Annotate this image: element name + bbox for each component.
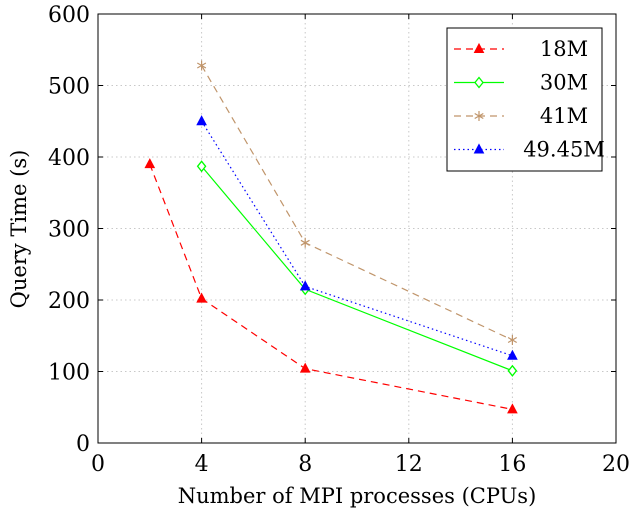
series-line	[201, 165, 513, 372]
series-49.45M	[196, 115, 518, 360]
data-point	[196, 160, 207, 173]
series-18M	[144, 158, 518, 414]
x-tick-label: 0	[91, 452, 105, 477]
legend-label: 41M	[540, 104, 588, 128]
legend: 18M 30M 41M 49.45M	[446, 27, 605, 172]
y-tick-label: 100	[48, 361, 90, 386]
data-point	[473, 143, 485, 154]
data-point	[196, 115, 207, 126]
x-tick-label: 8	[298, 452, 312, 477]
data-point	[507, 364, 518, 377]
series-layer	[144, 60, 518, 414]
legend-label: 18M	[540, 37, 588, 61]
data-point	[507, 335, 518, 346]
legend-box	[446, 27, 603, 172]
data-point	[473, 42, 485, 53]
x-tick-label: 12	[395, 452, 423, 477]
data-point	[196, 60, 207, 71]
grid	[98, 14, 616, 443]
y-tick-label: 0	[76, 432, 90, 457]
series-line	[149, 163, 513, 410]
series-41M	[196, 60, 518, 346]
x-tick-label: 16	[498, 452, 526, 477]
legend-label: 49.45M	[523, 138, 605, 162]
data-point	[144, 158, 156, 169]
legend-item: 18M	[454, 37, 588, 61]
y-tick-label: 200	[48, 289, 90, 314]
y-tick-label: 300	[48, 218, 90, 243]
data-point	[300, 237, 310, 248]
data-point	[507, 403, 518, 414]
x-tick-label: 20	[602, 452, 630, 477]
x-axis-title: Number of MPI processes (CPUs)	[178, 484, 537, 508]
data-point	[474, 111, 484, 121]
data-point	[196, 292, 207, 303]
x-tick-label: 4	[195, 452, 209, 477]
data-point	[507, 349, 518, 360]
legend-item: 49.45M	[454, 138, 605, 162]
y-tick-label: 500	[48, 75, 90, 100]
legend-item: 41M	[454, 104, 588, 128]
data-point	[299, 362, 311, 373]
y-axis-title: Query Time (s)	[7, 150, 31, 309]
data-point	[299, 280, 311, 291]
y-tick-label: 400	[48, 146, 90, 171]
series-30M	[196, 160, 518, 377]
legend-label: 30M	[540, 71, 588, 95]
legend-item: 30M	[454, 71, 588, 95]
data-point	[474, 76, 484, 89]
y-tick-label: 600	[48, 3, 90, 28]
